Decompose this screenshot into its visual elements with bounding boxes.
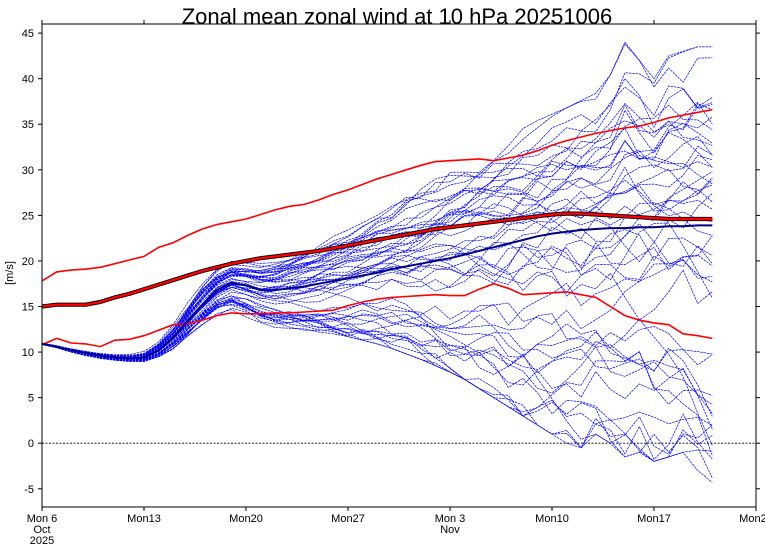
reference-lower-line — [42, 282, 713, 348]
x-tick-label: Mon10 — [535, 513, 569, 525]
series-layer — [42, 108, 713, 360]
ensemble-member-line — [42, 41, 713, 358]
ensemble-layer — [42, 41, 713, 483]
ensemble-member-line — [42, 132, 713, 359]
y-tick-label: 25 — [22, 210, 34, 222]
x-tick-label: Mon27 — [331, 513, 365, 525]
x-tick-label: Mon20 — [229, 513, 263, 525]
chart-title: Zonal mean zonal wind at 10 hPa 20251006 — [182, 4, 613, 29]
y-tick-label: 0 — [28, 438, 34, 450]
ensemble-member-line — [42, 298, 713, 483]
x-tick-label: Mon 6 — [27, 513, 58, 525]
y-tick-label: 45 — [22, 28, 34, 40]
y-tick-label: 40 — [22, 74, 34, 86]
ensemble-member-line — [42, 300, 713, 405]
ensemble-member-line — [42, 104, 713, 358]
ensemble-member-line — [42, 307, 713, 462]
ensemble-member-line — [42, 264, 713, 360]
control-line — [42, 224, 713, 360]
ensemble-member-line — [42, 103, 713, 357]
plot-frame — [41, 23, 757, 508]
reference-upper-line — [42, 108, 713, 282]
ensemble-member-line — [42, 150, 713, 357]
y-tick-label: 10 — [22, 347, 34, 359]
ensemble-member-line — [42, 243, 713, 359]
ensemble-member-line — [42, 177, 713, 357]
x-tick-label: Mon24 — [739, 513, 765, 525]
x-tick-month: Nov — [440, 524, 460, 536]
y-tick-label: 15 — [22, 302, 34, 314]
x-tick-label: Mon 3 — [435, 513, 466, 525]
y-tick-label: 30 — [22, 165, 34, 177]
ensemble-member-line — [42, 171, 713, 359]
y-tick-label: 20 — [22, 256, 34, 268]
ensemble-member-line — [42, 123, 713, 357]
ensemble-member-line — [42, 135, 713, 358]
ensemble-member-line — [42, 287, 713, 360]
ensemble-member-line — [42, 199, 713, 358]
x-tick-month: Oct — [33, 524, 50, 536]
x-tick-year: 2025 — [30, 535, 54, 547]
x-tick-label: Mon13 — [127, 513, 161, 525]
y-axis-label: [m/s] — [4, 261, 16, 285]
ensemble-member-line — [42, 300, 713, 461]
ensemble-member-line — [42, 258, 713, 361]
ensemble-member-line — [42, 299, 713, 446]
y-tick-label: 5 — [28, 393, 34, 405]
plot-area — [41, 23, 757, 508]
reference-mean-line — [42, 212, 713, 308]
ensemble-member-line — [42, 101, 713, 357]
ensemble-member-line — [42, 304, 713, 426]
y-tick-label: -5 — [24, 484, 34, 496]
ensemble-member-line — [42, 46, 713, 358]
ensemble-member-line — [42, 104, 713, 356]
ensemble-member-line — [42, 301, 713, 405]
y-axis: -5 0 5 10 15 20 25 30 35 40 45 — [22, 28, 760, 496]
ensemble-member-line — [42, 229, 713, 361]
x-tick-label: Mon17 — [637, 513, 671, 525]
ensemble-member-line — [42, 301, 713, 479]
y-tick-label: 35 — [22, 119, 34, 131]
ensemble-member-line — [42, 43, 713, 356]
ensemble-member-line — [42, 97, 713, 356]
